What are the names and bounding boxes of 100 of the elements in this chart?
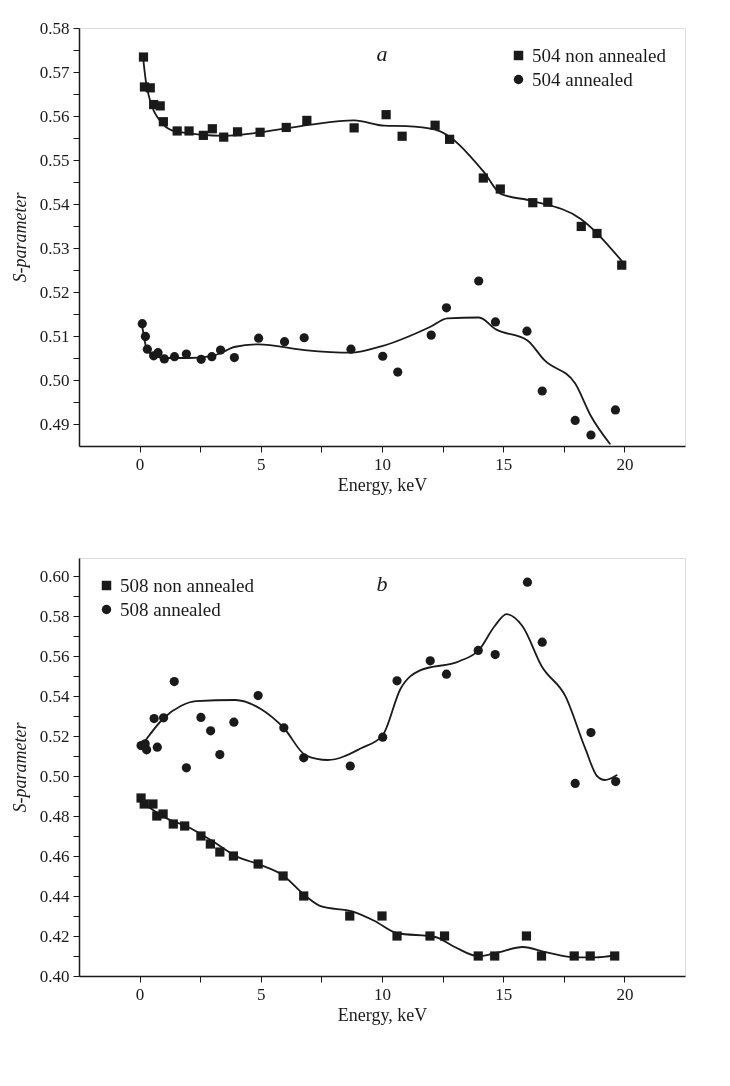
y-axis-title: S-parameter: [9, 191, 30, 283]
x-tick-label: 5: [257, 454, 266, 474]
y-tick-label: 0.49: [39, 414, 70, 434]
y-tick-label: 0.55: [39, 150, 70, 170]
point: [430, 120, 440, 130]
point: [345, 761, 355, 771]
point: [278, 871, 288, 881]
point: [206, 726, 216, 736]
point: [345, 911, 355, 921]
y-tick-label: 0.40: [39, 966, 70, 986]
y-tick-label: 0.54: [39, 194, 70, 214]
legend-label: 504 annealed: [532, 68, 634, 90]
y-tick-label: 0.58: [39, 18, 70, 38]
legend-label: 508 annealed: [120, 598, 222, 620]
x-tick-label: 0: [135, 984, 145, 1004]
x-tick-label: 0: [135, 454, 145, 474]
point: [617, 260, 627, 270]
point: [181, 763, 191, 773]
point: [392, 676, 402, 686]
x-axis-title: Energy, keV: [337, 1004, 428, 1025]
point: [397, 131, 407, 141]
point: [149, 714, 159, 724]
point: [610, 405, 621, 415]
legend-label: 504 non annealed: [532, 44, 667, 66]
y-tick-label: 0.60: [39, 566, 70, 586]
point: [586, 728, 596, 738]
point: [215, 847, 225, 857]
point: [576, 221, 586, 232]
point: [152, 742, 162, 752]
point: [299, 333, 309, 343]
point: [196, 831, 206, 841]
y-tick-label: 0.50: [39, 766, 70, 786]
x-tick-label: 20: [616, 984, 634, 1004]
y-tick-label: 0.52: [39, 282, 70, 302]
y-tick-label: 0.46: [39, 846, 70, 866]
x-tick-label: 5: [257, 984, 266, 1004]
point: [142, 745, 152, 755]
x-tick-label: 20: [616, 454, 634, 474]
y-tick-label: 0.51: [39, 326, 70, 346]
x-tick-label: 10: [374, 984, 391, 1004]
annotation: b: [376, 571, 388, 596]
legend-label: 508 non annealed: [120, 574, 255, 596]
point: [254, 333, 264, 343]
point: [169, 677, 179, 687]
point: [585, 951, 595, 961]
point: [205, 839, 215, 849]
point: [393, 367, 403, 377]
point: [279, 337, 290, 347]
point: [425, 656, 435, 666]
point: [439, 931, 450, 941]
point: [610, 951, 620, 961]
point: [490, 317, 501, 327]
point: [490, 650, 500, 660]
y-tick-label: 0.50: [39, 370, 70, 390]
y-tick-label: 0.52: [39, 726, 70, 746]
point: [207, 124, 217, 134]
point: [536, 951, 547, 961]
point: [537, 637, 547, 647]
point: [148, 799, 158, 809]
point: [425, 931, 435, 941]
y-tick-label: 0.42: [39, 926, 70, 946]
x-tick-label: 15: [495, 454, 513, 474]
point: [522, 577, 533, 587]
x-tick-label: 10: [374, 454, 391, 474]
y-tick-label: 0.53: [39, 238, 70, 258]
point: [478, 173, 488, 183]
point: [586, 430, 596, 440]
point: [441, 303, 452, 313]
y-tick-label: 0.48: [39, 806, 70, 826]
y-tick-label: 0.54: [39, 686, 70, 706]
point: [184, 126, 194, 136]
annotation: a: [376, 41, 388, 66]
point: [381, 110, 391, 120]
y-tick-label: 0.57: [39, 62, 70, 82]
point: [570, 778, 580, 788]
point: [426, 330, 436, 340]
point: [349, 123, 359, 133]
point: [441, 669, 452, 679]
point: [570, 415, 580, 426]
y-tick-label: 0.44: [39, 886, 70, 906]
x-axis-title: Energy, keV: [337, 474, 428, 495]
point: [155, 101, 165, 111]
y-tick-label: 0.56: [39, 646, 70, 666]
y-tick-label: 0.56: [39, 106, 70, 126]
point: [229, 717, 239, 727]
point: [253, 691, 263, 701]
point: [196, 712, 206, 722]
x-tick-label: 15: [495, 984, 513, 1004]
point: [521, 931, 532, 941]
y-tick-label: 0.58: [39, 606, 70, 626]
point: [392, 931, 402, 941]
y-axis-title: S-parameter: [9, 721, 30, 813]
point: [229, 352, 239, 363]
point: [611, 777, 621, 787]
point: [377, 911, 387, 921]
point: [215, 750, 225, 760]
point: [474, 276, 484, 286]
point: [522, 326, 532, 336]
point: [495, 184, 505, 194]
point: [378, 351, 388, 361]
